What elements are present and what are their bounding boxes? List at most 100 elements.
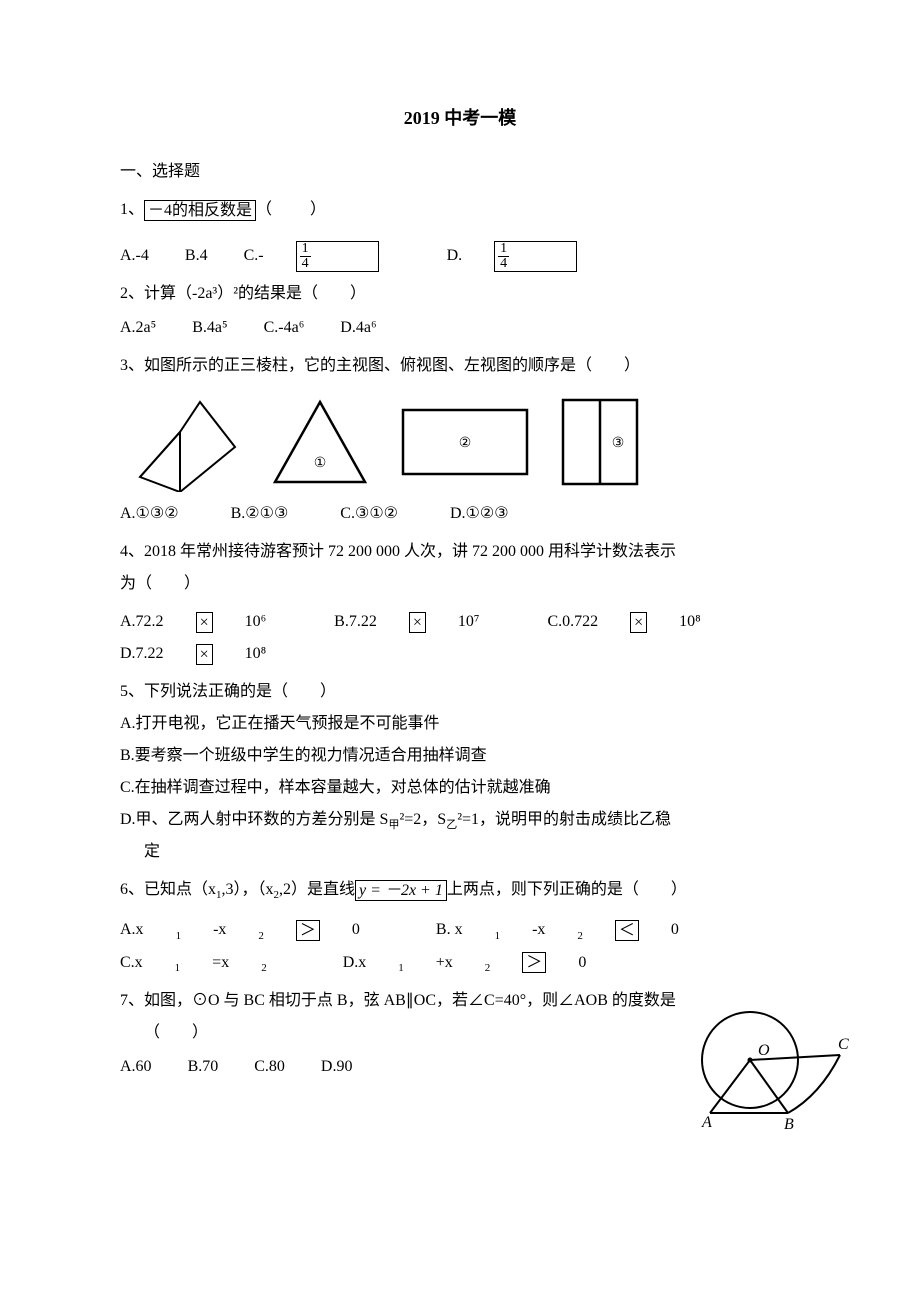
q3-optD: D.①②③	[450, 498, 509, 530]
q6-optA-mid: -x	[213, 914, 226, 946]
q4-optA-post: 10⁶	[245, 606, 267, 638]
q4-optA-pre: A.72.2	[120, 606, 164, 638]
q1-optC: C.- 14	[244, 240, 411, 272]
q1-text: 1、－4的相反数是（ ）	[120, 194, 800, 226]
q4-optB-post: 10⁷	[458, 606, 480, 638]
q3-optB: B.②①③	[231, 498, 289, 530]
q4-optA: A.72.2 × 10⁶	[120, 606, 298, 638]
q4-text1: 4、2018 年常州接待游客预计 72 200 000 人次，讲 72 200 …	[120, 536, 800, 568]
circle-diagram-icon: O C A B	[680, 1005, 850, 1147]
q2-optD: D.4a⁶	[340, 312, 376, 344]
q6-optB-pre: B. x	[436, 914, 463, 946]
q1-optD-prefix: D.	[447, 240, 463, 272]
q2-options: A.2a⁵ B.4a⁵ C.-4a⁶ D.4a⁶	[120, 312, 800, 344]
q1-optC-den: 4	[300, 257, 311, 271]
q2-optA: A.2a⁵	[120, 312, 156, 344]
times-icon: ×	[630, 612, 647, 633]
prism-icon	[130, 392, 240, 492]
q6-boxed-eq: y = －2x + 1	[355, 880, 447, 901]
lt-icon: ＜	[615, 920, 639, 941]
q4-optD: D.7.22 × 10⁸	[120, 638, 298, 670]
times-icon: ×	[196, 644, 213, 665]
q6-optD-pre: D.x	[343, 947, 367, 979]
q7-optA: A.60	[120, 1051, 152, 1083]
q1-num: 1、	[120, 201, 144, 218]
q3-text: 3、如图所示的正三棱柱，它的主视图、俯视图、左视图的顺序是（ ）	[120, 350, 800, 382]
q7-optC: C.80	[254, 1051, 285, 1083]
q5-text: 5、下列说法正确的是（ ）	[120, 676, 800, 708]
q6-optD-s2: 2	[485, 957, 491, 979]
q1-optD: D. 14	[447, 240, 610, 272]
rectangle-view-icon: ②	[400, 407, 530, 477]
q4-text2: 为（ ）	[120, 568, 800, 600]
q1-optA: A.-4	[120, 240, 149, 272]
q3-options: A.①③② B.②①③ C.③①② D.①②③	[120, 498, 800, 530]
label-2: ②	[459, 436, 472, 451]
q6-optC: C.x 1 =x 2	[120, 947, 299, 979]
q5-optB: B.要考察一个班级中学生的视力情况适合用抽样调查	[120, 740, 800, 772]
q5-optD-pre: D.甲、乙两人射中环数的方差分别是 S	[120, 811, 388, 828]
q6-text: 6、已知点（x1,3），（x2,2）是直线y = －2x + 1上两点，则下列正…	[120, 874, 800, 906]
q6-optC-s2: 2	[261, 957, 267, 979]
q5-optD-sub2: 乙	[446, 819, 457, 831]
q6-optA-pre: A.x	[120, 914, 144, 946]
q1-optD-num: 1	[498, 242, 509, 257]
times-icon: ×	[196, 612, 213, 633]
split-rect-view-icon: ③	[560, 397, 640, 487]
q6-optB-s2: 2	[577, 925, 583, 947]
q1-boxed-expr: －4的相反数是	[144, 200, 256, 221]
q1-optB: B.4	[185, 240, 208, 272]
q6-pre: 6、已知点（x	[120, 881, 216, 898]
question-1: 1、－4的相反数是（ ） A.-4 B.4 C.-14 D.14	[120, 194, 800, 272]
q6-optC-s1: 1	[175, 957, 181, 979]
q4-optD-pre: D.7.22	[120, 638, 164, 670]
q2-text: 2、计算（-2a³）²的结果是（ ）	[120, 278, 800, 310]
q6-post: 上两点，则下列正确的是（ ）	[447, 881, 687, 898]
q4-optC-pre: C.0.722	[547, 606, 598, 638]
q6-optD-s1: 1	[398, 957, 404, 979]
page-title: 2019 中考一模	[120, 100, 800, 136]
q6-mid2: ,2）是直线	[279, 881, 355, 898]
question-3: 3、如图所示的正三棱柱，它的主视图、俯视图、左视图的顺序是（ ） ① ②	[120, 350, 800, 530]
question-4: 4、2018 年常州接待游客预计 72 200 000 人次，讲 72 200 …	[120, 536, 800, 670]
q4-optC: C.0.722×10⁸	[547, 606, 732, 638]
q6-optA: A.x1-x2＞0	[120, 914, 392, 946]
q1-optC-prefix: C.-	[244, 240, 264, 272]
q4-optB: B.7.22×10⁷	[334, 606, 511, 638]
q7-optB: B.70	[188, 1051, 219, 1083]
q6-optA-s2: 2	[258, 925, 264, 947]
label-3: ③	[612, 436, 625, 451]
q6-optB-mid: -x	[532, 914, 545, 946]
q6-optB-post: 0	[671, 914, 679, 946]
q5-optA: A.打开电视，它正在播天气预报是不可能事件	[120, 708, 800, 740]
label-A: A	[701, 1114, 712, 1131]
q6-optA-post: 0	[352, 914, 360, 946]
q1-optD-frac-box: 14	[494, 241, 577, 272]
q6-mid1: ,3），（x	[222, 881, 274, 898]
q4-options: A.72.2 × 10⁶ B.7.22×10⁷ C.0.722 × 10⁸ D.7.22…	[120, 606, 800, 670]
label-B: B	[784, 1116, 794, 1133]
q5-optD-end: 定	[120, 836, 800, 868]
triangle-view-icon: ①	[270, 397, 370, 487]
q6-optD-mid: +x	[436, 947, 453, 979]
q6-optB: B. x 1 -x 2 ＜ 0	[436, 914, 711, 946]
question-5: 5、下列说法正确的是（ ） A.打开电视，它正在播天气预报是不可能事件 B.要考…	[120, 676, 800, 868]
q6-optC-pre: C.x	[120, 947, 143, 979]
q1-paren: （ ）	[256, 201, 328, 218]
section-header: 一、选择题	[120, 156, 800, 188]
q6-optC-mid: =x	[212, 947, 229, 979]
q1-optC-frac-box: 14	[296, 241, 379, 272]
q6-optD-post: 0	[578, 947, 586, 979]
q2-optC: C.-4a⁶	[264, 312, 305, 344]
q2-optB: B.4a⁵	[192, 312, 227, 344]
q7-optD: D.90	[321, 1051, 353, 1083]
q1-optC-num: 1	[300, 242, 311, 257]
question-7: 7、如图，⊙O 与 BC 相切于点 B，弦 AB∥OC，若∠C=40°，则∠AO…	[120, 985, 800, 1083]
q5-optD-mid1: ²=2，S	[399, 811, 446, 828]
q4-optD-post: 10⁸	[245, 638, 267, 670]
q6-optB-s1: 1	[495, 925, 501, 947]
gt-icon: ＞	[522, 952, 546, 973]
q1-optD-den: 4	[498, 257, 509, 271]
q6-options: A.x 1 -x 2 ＞ 0 B. x 1 -x 2 ＜ 0 C.x 1 =x 2 D.x 1 +x 2 ＞ 0	[120, 914, 800, 978]
q6-optD: D.x 1 +x 2 ＞ 0	[343, 947, 619, 979]
